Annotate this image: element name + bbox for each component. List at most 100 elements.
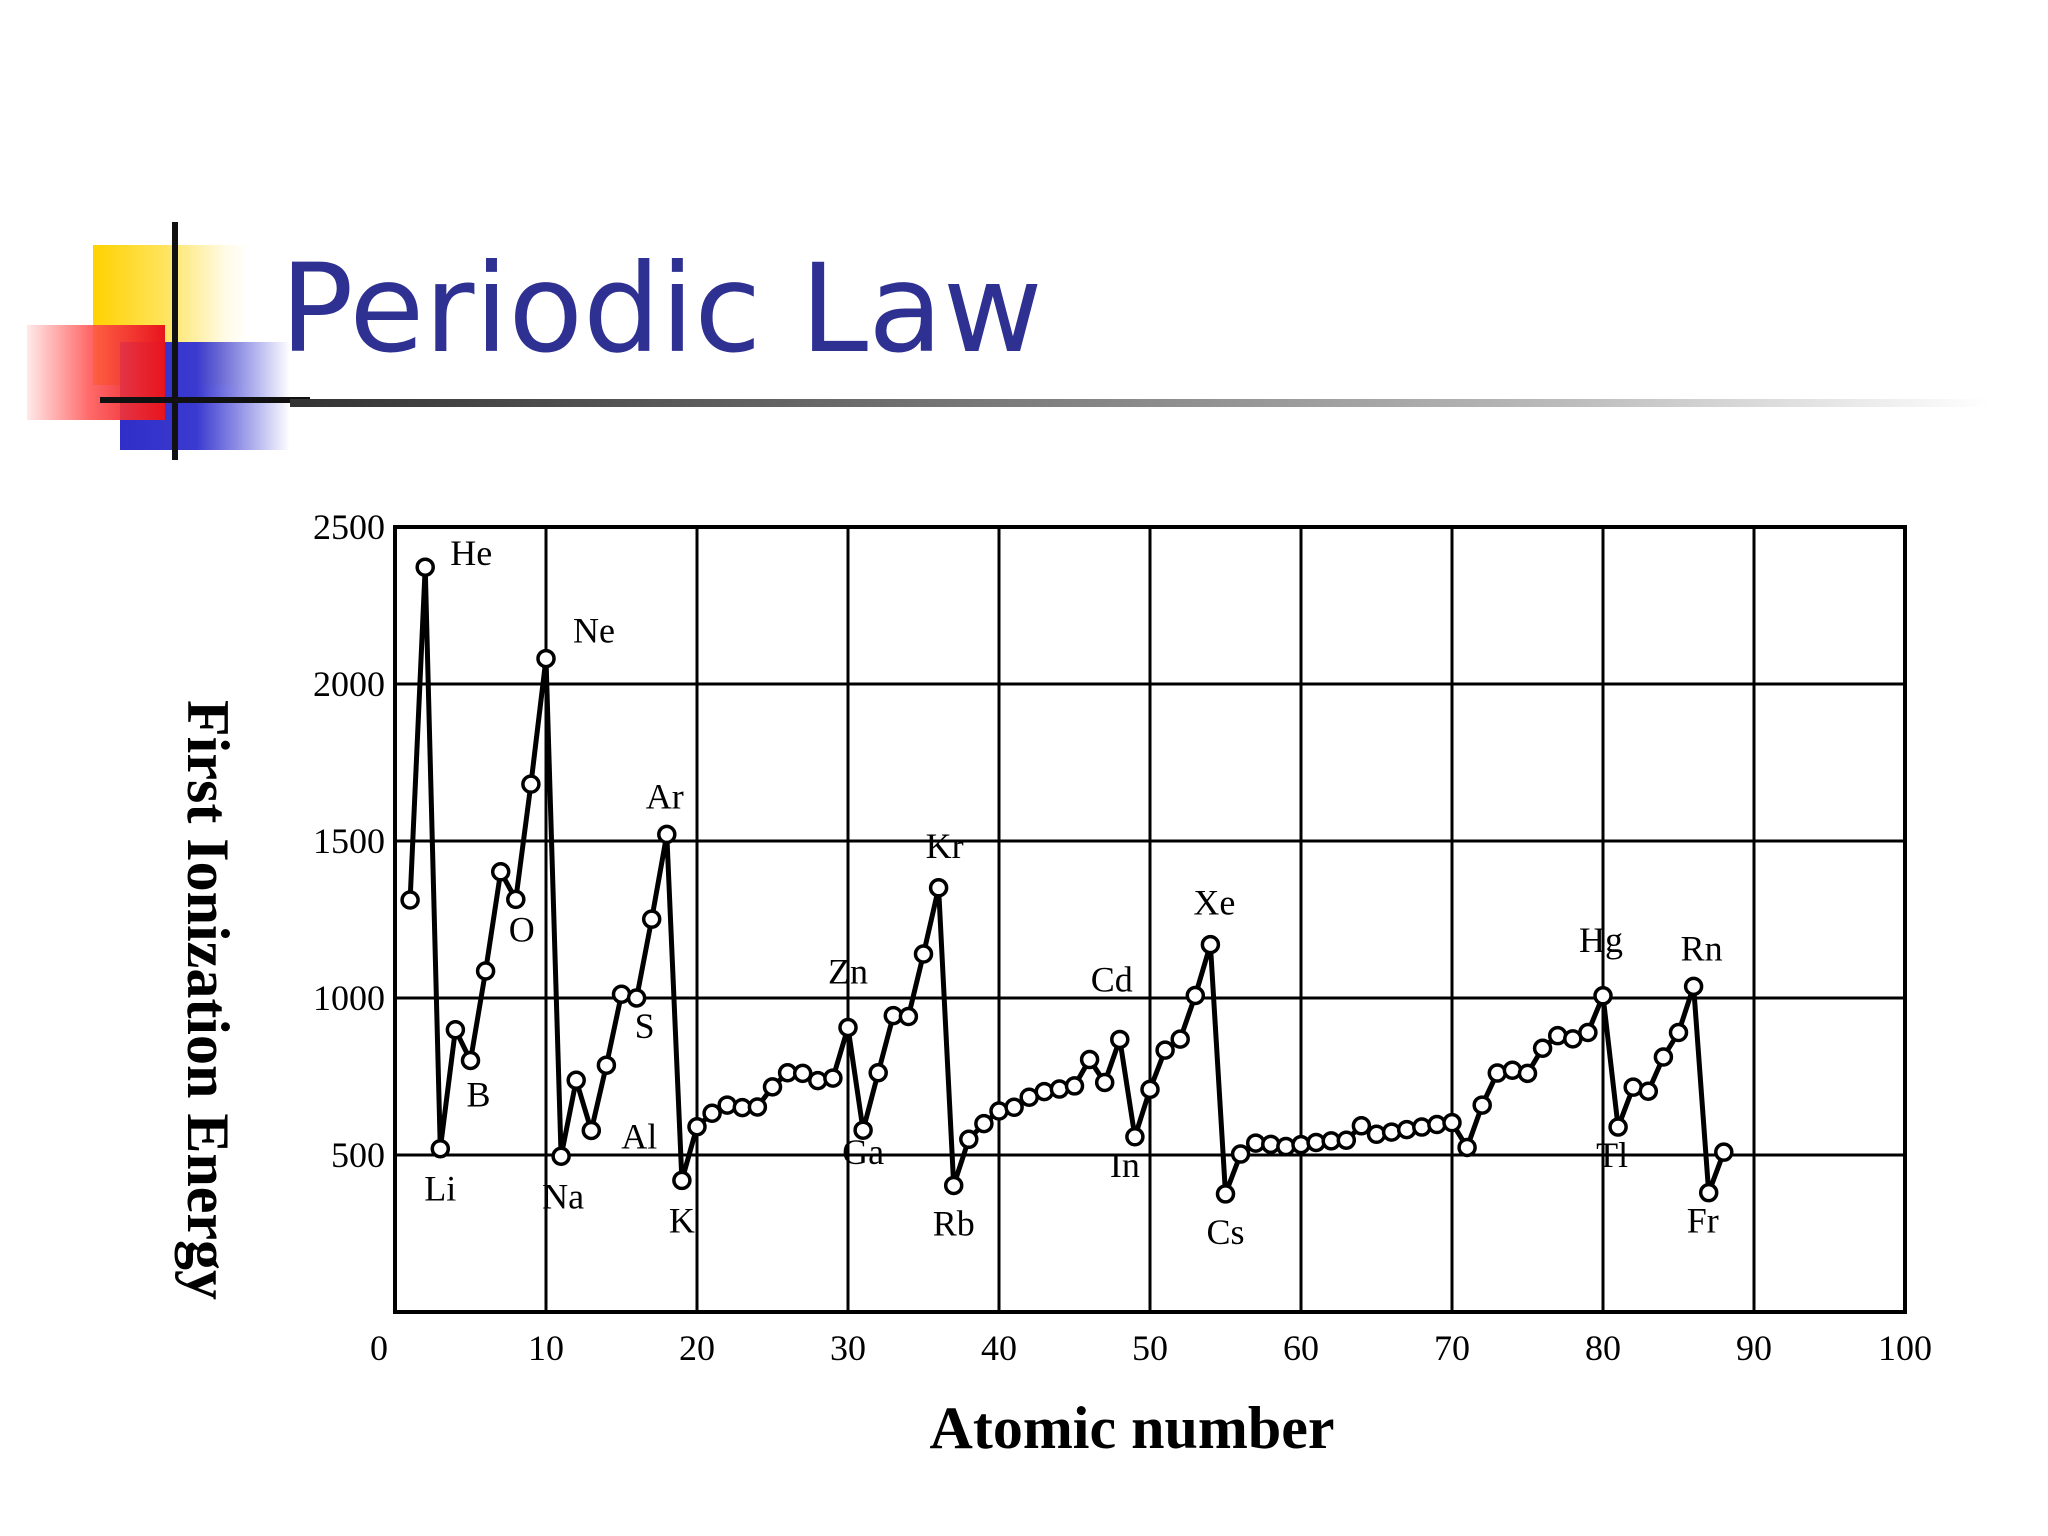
element-label: Al — [621, 1117, 657, 1157]
data-point — [521, 774, 541, 794]
data-point — [808, 1070, 828, 1091]
element-label: Tl — [1596, 1135, 1628, 1175]
element-label: Hg — [1579, 920, 1623, 960]
title-underline-rule — [290, 399, 1990, 407]
element-label: S — [635, 1006, 655, 1046]
data-point — [943, 1175, 964, 1196]
x-tick-label: 10 — [528, 1328, 564, 1368]
data-point — [1094, 1072, 1115, 1093]
data-point — [1442, 1112, 1462, 1133]
data-point — [460, 1050, 481, 1071]
element-label: Fr — [1687, 1201, 1719, 1241]
data-point — [1155, 1040, 1175, 1060]
x-tick-label: 30 — [830, 1328, 866, 1368]
data-point — [1698, 1182, 1719, 1203]
data-point — [913, 944, 934, 964]
decor-vertical-line — [172, 222, 178, 460]
element-label: Rn — [1681, 928, 1723, 968]
x-axis-title: Atomic number — [930, 1395, 1335, 1461]
x-tick-label: 60 — [1283, 1328, 1319, 1368]
data-point — [1593, 986, 1613, 1006]
grid-lines — [393, 525, 1907, 1314]
data-point — [1578, 1022, 1598, 1043]
data-point — [551, 1146, 571, 1167]
data-point — [536, 648, 556, 669]
x-tick-label: 70 — [1434, 1328, 1470, 1368]
x-tick-label: 40 — [981, 1328, 1017, 1368]
data-point — [868, 1062, 888, 1083]
data-point — [1608, 1117, 1628, 1137]
element-label: Ga — [842, 1132, 884, 1172]
data-point — [717, 1095, 737, 1115]
data-point — [1638, 1081, 1659, 1102]
slide-title: Periodic Law — [280, 238, 1043, 380]
data-point — [1291, 1134, 1311, 1155]
data-point — [1004, 1097, 1024, 1118]
y-tick-label: 1000 — [313, 978, 385, 1018]
element-label: Kr — [926, 826, 964, 866]
element-labels: He Li B O Ne Na Al S Ar K Zn Ga Kr Rb Cd In Xe Cs Hg Tl Rn Fr — [424, 533, 1722, 1252]
data-point — [1683, 976, 1704, 997]
x-tick-label: 0 — [370, 1328, 388, 1368]
data-point — [702, 1103, 722, 1123]
data-point — [1668, 1022, 1689, 1043]
data-point — [792, 1063, 813, 1084]
element-label: K — [669, 1200, 695, 1240]
data-point — [415, 557, 435, 577]
element-label: Cd — [1091, 959, 1133, 999]
plot-frame — [393, 525, 1907, 1314]
data-point — [1064, 1076, 1085, 1096]
data-point — [959, 1129, 979, 1150]
data-point — [687, 1116, 707, 1137]
data-point — [1185, 985, 1206, 1006]
y-tick-labels: 500 1000 1500 2000 2500 — [313, 507, 385, 1175]
data-point — [1261, 1134, 1281, 1155]
data-point — [1200, 934, 1221, 955]
y-tick-label: 2000 — [313, 664, 385, 704]
data-point — [1502, 1060, 1523, 1080]
data-point — [1140, 1079, 1160, 1100]
data-point — [928, 878, 949, 898]
data-point — [641, 909, 662, 929]
data-point — [823, 1068, 843, 1088]
data-point — [1049, 1079, 1070, 1099]
data-point — [898, 1006, 919, 1027]
data-point — [1366, 1124, 1387, 1145]
element-label: Zn — [828, 952, 868, 992]
data-point — [1396, 1119, 1417, 1140]
data-point — [974, 1113, 994, 1134]
data-point — [762, 1077, 783, 1097]
data-point — [657, 824, 677, 845]
element-label: Xe — [1193, 883, 1235, 923]
data-point — [400, 890, 420, 910]
data-point — [566, 1070, 586, 1091]
element-label: O — [509, 909, 535, 949]
data-point — [1079, 1049, 1100, 1070]
x-tick-label: 50 — [1132, 1328, 1168, 1368]
y-tick-label: 1500 — [313, 821, 385, 861]
element-label: B — [466, 1074, 490, 1114]
x-tick-labels: 0 10 20 30 40 50 60 70 80 90 100 — [370, 1328, 1932, 1368]
decor-red-square — [27, 325, 165, 420]
x-tick-label: 100 — [1878, 1328, 1932, 1368]
data-point — [1457, 1137, 1477, 1158]
data-point — [506, 889, 526, 910]
element-label: In — [1110, 1145, 1140, 1185]
data-point — [1230, 1144, 1251, 1164]
element-label: He — [450, 533, 492, 573]
data-point — [430, 1138, 451, 1159]
element-label: Li — [424, 1169, 456, 1209]
data-point — [1351, 1116, 1372, 1136]
x-tick-label: 80 — [1585, 1328, 1621, 1368]
data-point — [1714, 1142, 1734, 1162]
y-tick-label: 2500 — [313, 507, 385, 547]
x-tick-label: 20 — [679, 1328, 715, 1368]
element-label: Ne — [573, 611, 615, 651]
series-points — [400, 557, 1734, 1204]
data-point — [1517, 1063, 1538, 1084]
element-label: Rb — [933, 1203, 975, 1243]
y-axis-title: First Ionization Energy — [175, 700, 241, 1300]
data-point — [853, 1120, 873, 1140]
